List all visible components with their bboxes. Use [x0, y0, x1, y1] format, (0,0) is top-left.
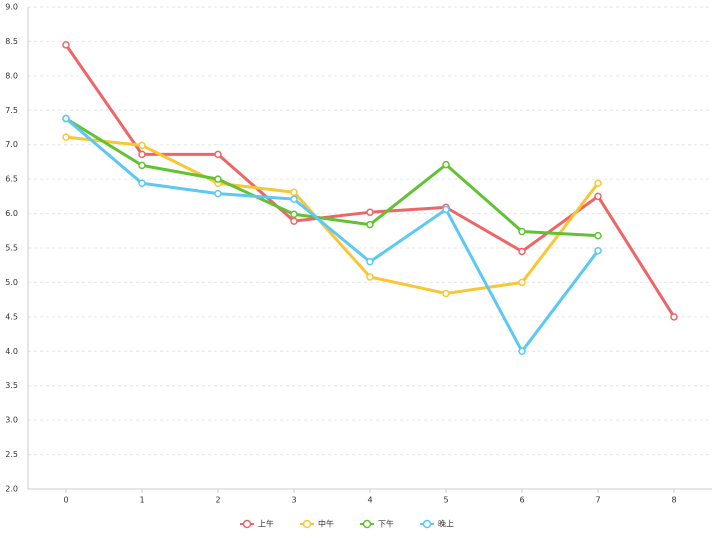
y-tick-label: 2.0: [5, 485, 18, 494]
data-point: [62, 133, 70, 141]
data-point: [518, 278, 526, 287]
x-tick-label: 5: [443, 496, 448, 505]
data-point: [366, 220, 374, 229]
x-tick-label: 0: [63, 496, 68, 505]
legend-item[interactable]: 晚上: [420, 519, 454, 529]
data-point: [518, 247, 526, 256]
data-point: [442, 160, 450, 169]
data-point: [366, 273, 374, 281]
legend-item[interactable]: 下午: [360, 519, 394, 529]
legend-swatch: [422, 519, 432, 529]
legend-label: 下午: [378, 519, 394, 529]
series-line: [65, 135, 600, 295]
data-point: [138, 161, 146, 170]
data-point: [366, 208, 374, 216]
y-tick-label: 3.5: [5, 381, 18, 390]
data-point: [290, 188, 298, 196]
data-point: [518, 347, 526, 356]
y-tick-label: 4.0: [5, 347, 18, 356]
y-tick-label: 7.0: [5, 140, 18, 149]
data-point: [214, 189, 222, 198]
y-tick-label: 2.5: [5, 450, 18, 459]
series-line: [65, 117, 599, 238]
legend-item[interactable]: 中午: [300, 519, 334, 529]
data-point: [442, 289, 450, 298]
data-point: [62, 41, 70, 49]
data-point: [594, 192, 602, 201]
y-tick-label: 5.5: [5, 244, 18, 253]
x-tick-label: 7: [595, 496, 600, 505]
data-point: [594, 231, 602, 240]
y-tick-label: 9.0: [5, 3, 18, 12]
y-tick-label: 3.0: [5, 416, 18, 425]
legend-label: 上午: [258, 519, 274, 529]
data-point: [138, 179, 146, 188]
y-tick-label: 7.5: [5, 106, 18, 115]
legend-swatch: [302, 519, 312, 529]
x-tick-label: 3: [291, 496, 296, 505]
y-tick-label: 6.5: [5, 175, 18, 184]
data-point: [594, 247, 602, 255]
data-point: [290, 210, 298, 219]
data-point: [366, 258, 374, 266]
data-point: [214, 150, 222, 159]
legend-swatch: [242, 519, 252, 529]
x-tick-label: 6: [519, 496, 524, 505]
legend-item[interactable]: 上午: [240, 519, 274, 529]
y-tick-label: 8.5: [5, 37, 18, 46]
data-point: [518, 227, 526, 236]
series-line: [65, 117, 600, 353]
data-point: [214, 175, 222, 183]
data-point: [290, 217, 298, 225]
data-point: [290, 195, 298, 203]
data-point: [442, 205, 450, 214]
x-tick-label: 1: [139, 496, 144, 505]
data-point: [138, 141, 146, 150]
x-tick-label: 4: [367, 496, 372, 505]
y-tick-label: 8.0: [5, 71, 18, 80]
y-tick-label: 5.0: [5, 278, 18, 287]
y-tick-label: 4.5: [5, 312, 18, 321]
x-tick-label: 8: [671, 496, 676, 505]
data-point: [138, 150, 146, 159]
y-tick-label: 6.0: [5, 209, 18, 218]
legend-swatch: [362, 519, 372, 529]
data-point: [594, 179, 602, 188]
legend-label: 晚上: [438, 519, 454, 529]
data-point: [62, 114, 70, 123]
legend-label: 中午: [318, 519, 334, 529]
legend: 上午 中午 下午 晚上: [240, 519, 454, 529]
data-point: [670, 313, 678, 321]
x-tick-label: 2: [215, 496, 220, 505]
